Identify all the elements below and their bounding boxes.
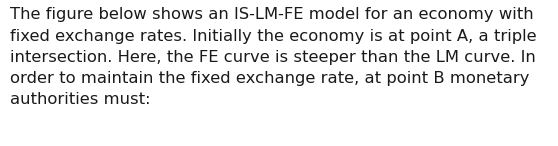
Text: The figure below shows an IS-LM-FE model for an economy with
fixed exchange rate: The figure below shows an IS-LM-FE model…: [10, 7, 537, 107]
